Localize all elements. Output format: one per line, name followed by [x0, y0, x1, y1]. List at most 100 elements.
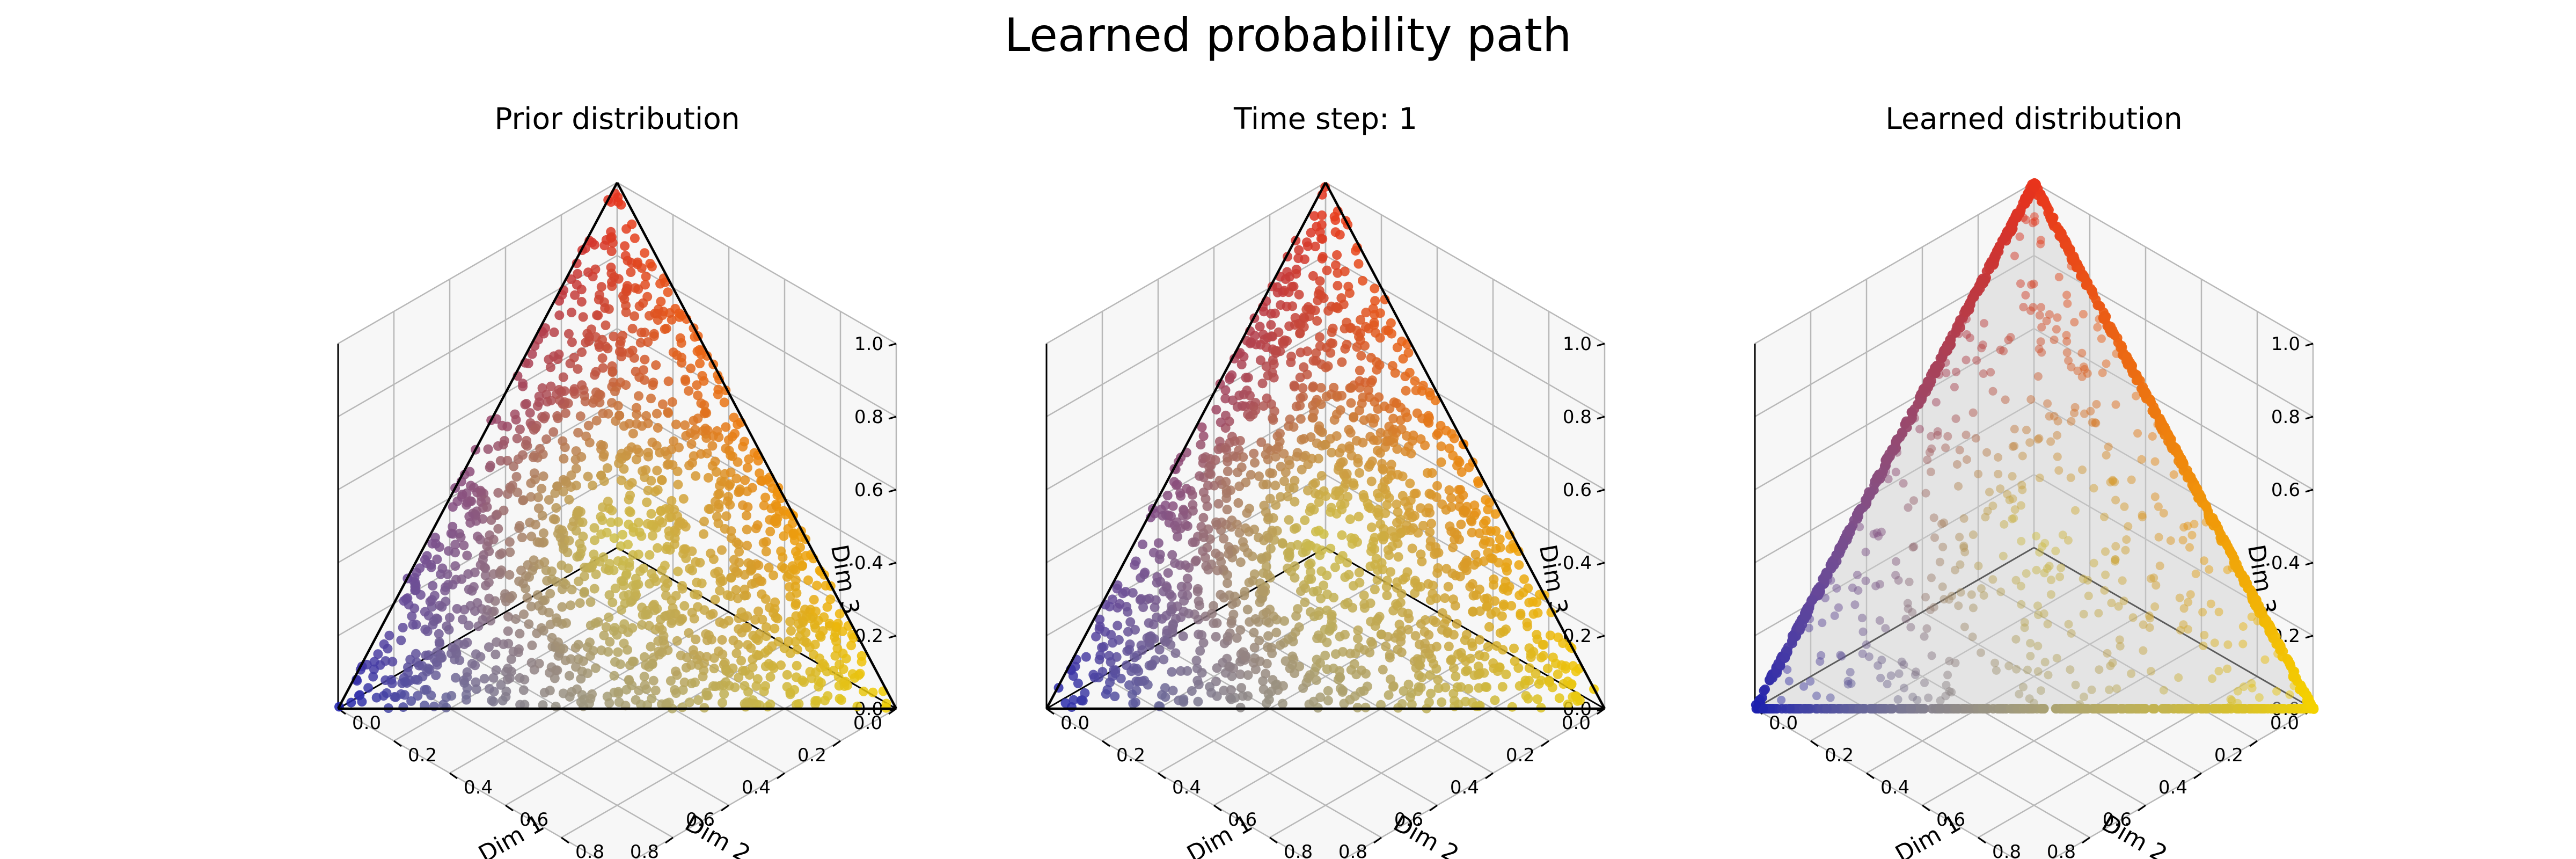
data-point: [1262, 569, 1272, 579]
data-point: [1375, 333, 1385, 343]
data-point: [567, 337, 577, 347]
data-point: [742, 463, 752, 473]
data-point: [482, 502, 492, 512]
data-point: [1893, 695, 1902, 704]
data-point: [1398, 354, 1408, 364]
data-point: [1501, 669, 1511, 680]
y-tick-label: 0.8: [630, 841, 659, 859]
data-point: [1506, 601, 1517, 611]
data-point: [1436, 457, 1446, 467]
data-point: [1498, 584, 1509, 594]
data-point: [558, 544, 568, 554]
data-point: [2033, 372, 2043, 381]
y-tick-mark: [1373, 836, 1382, 844]
data-point: [1538, 651, 1548, 661]
data-point: [1308, 271, 1318, 281]
data-point: [1830, 611, 1839, 620]
data-point: [2071, 680, 2080, 689]
data-point: [598, 441, 609, 451]
data-point: [606, 246, 617, 256]
data-point: [1228, 451, 1239, 461]
data-point: [2255, 693, 2264, 702]
data-point: [686, 439, 697, 449]
data-point: [2019, 704, 2029, 714]
data-point: [1553, 669, 1563, 679]
data-point: [692, 380, 702, 390]
data-point: [522, 593, 532, 603]
x-tick-mark: [393, 740, 402, 747]
data-point: [1350, 691, 1360, 701]
data-point: [1178, 631, 1188, 642]
data-point: [1979, 704, 1989, 714]
data-point: [1271, 500, 1281, 510]
data-point: [1426, 688, 1436, 698]
data-point: [1336, 458, 1346, 468]
data-point: [1346, 450, 1357, 461]
data-point: [674, 442, 684, 453]
data-point: [538, 471, 548, 482]
data-point: [1858, 649, 1867, 658]
data-point: [667, 397, 677, 407]
data-point: [1453, 649, 1463, 659]
data-point: [2025, 438, 2035, 447]
data-point: [1152, 612, 1162, 622]
data-point: [616, 336, 626, 346]
data-point: [1191, 656, 1202, 666]
data-point: [655, 515, 664, 526]
data-point: [1441, 614, 1452, 624]
data-point: [634, 686, 644, 696]
data-point: [2111, 496, 2120, 505]
data-point: [1392, 499, 1402, 509]
data-point: [1166, 511, 1176, 521]
data-point: [1272, 287, 1283, 297]
data-point: [1826, 693, 1835, 702]
data-point: [1502, 566, 1512, 576]
data-point: [1470, 550, 1481, 559]
data-point: [1095, 650, 1106, 660]
data-point: [1358, 438, 1368, 448]
data-point: [637, 620, 647, 630]
data-point: [1392, 343, 1402, 353]
data-point: [609, 377, 619, 388]
data-point: [1452, 682, 1462, 692]
data-point: [2092, 300, 2103, 310]
data-point: [1271, 628, 1282, 638]
data-point: [1233, 498, 1243, 508]
data-point: [1212, 565, 1223, 576]
data-point: [734, 547, 744, 557]
data-point: [533, 492, 543, 503]
data-point: [1356, 351, 1366, 361]
data-point: [2080, 704, 2090, 714]
data-point: [1415, 660, 1425, 671]
data-point: [2062, 331, 2071, 340]
data-point: [1250, 653, 1260, 664]
data-point: [1110, 665, 1121, 675]
data-point: [1433, 675, 1443, 685]
data-point: [613, 647, 623, 657]
data-point: [743, 687, 753, 697]
data-point: [1278, 681, 1288, 691]
data-point: [1897, 657, 1906, 666]
data-point: [597, 334, 608, 345]
data-point: [421, 650, 431, 660]
data-point: [633, 518, 643, 528]
data-point: [616, 659, 625, 669]
z-tick-label: 1.0: [1563, 333, 1592, 355]
data-point: [2214, 667, 2223, 675]
data-point: [573, 269, 583, 279]
data-point: [511, 414, 521, 425]
data-point: [1467, 579, 1477, 589]
data-point: [1207, 609, 1217, 618]
data-point: [650, 686, 661, 696]
data-point: [1321, 491, 1331, 501]
data-point: [507, 481, 517, 491]
data-point: [1246, 470, 1256, 480]
data-point: [448, 580, 458, 589]
data-point: [1146, 660, 1157, 671]
data-point: [618, 556, 628, 566]
data-point: [1284, 321, 1294, 331]
data-point: [1453, 455, 1463, 465]
data-point: [1268, 413, 1278, 423]
data-point: [1353, 634, 1363, 644]
data-point: [779, 531, 789, 541]
